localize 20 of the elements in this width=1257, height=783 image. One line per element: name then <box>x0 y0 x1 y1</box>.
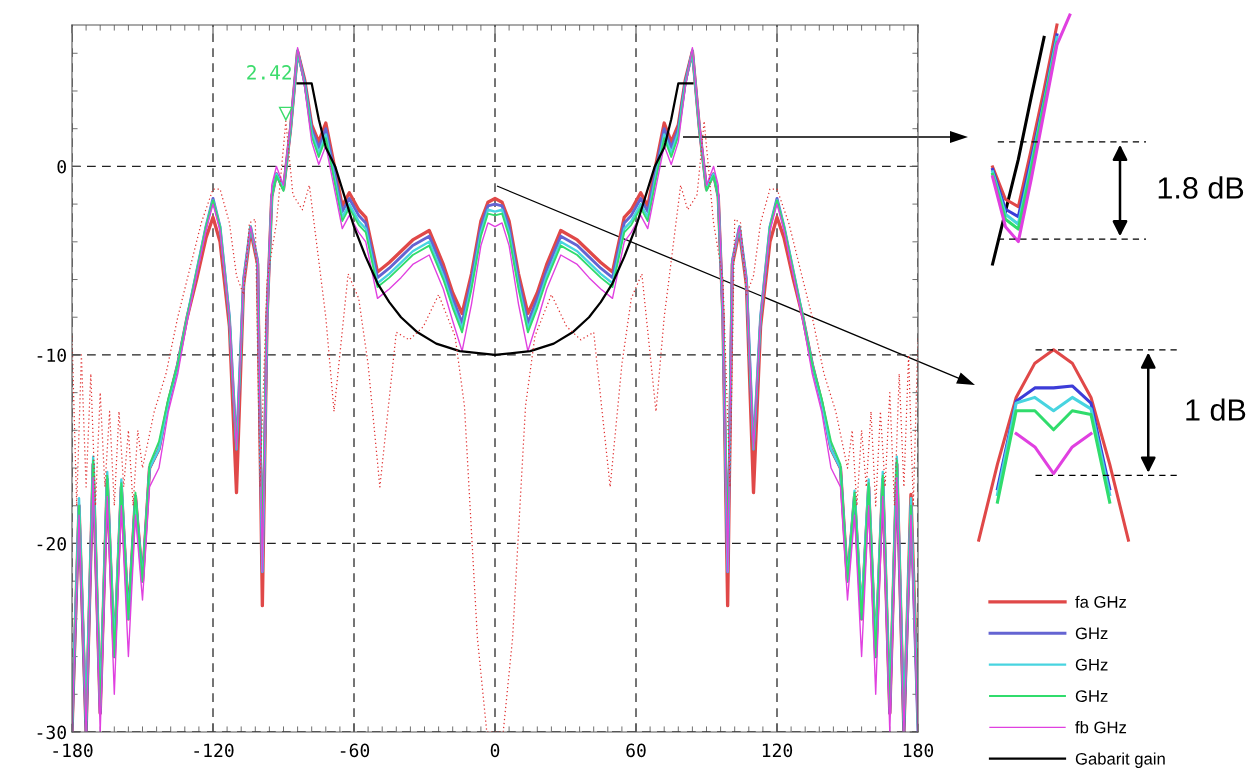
legend-label: GHz <box>1075 690 1108 702</box>
x-tick-label: 0 <box>490 743 500 758</box>
legend-label: fa GHz <box>1075 595 1127 608</box>
x-tick-label: 120 <box>762 743 793 758</box>
x-tick-label: 60 <box>626 743 646 758</box>
y-tick-label: -30 <box>37 725 66 740</box>
y-tick-label: -10 <box>37 348 66 363</box>
x-tick-label: -180 <box>53 743 93 758</box>
y-tick-label: 0 <box>57 159 66 174</box>
legend-label: GHz <box>1075 627 1108 640</box>
x-tick-label: -60 <box>340 743 370 758</box>
x-tick-label: 180 <box>903 743 934 758</box>
legend-label: GHz <box>1075 658 1108 671</box>
text: 1 dB <box>1186 398 1246 421</box>
x-tick-label: -120 <box>194 743 234 758</box>
annotation: 2.42 <box>247 65 291 80</box>
legend-label: Gabarit gain <box>1075 752 1165 768</box>
text: 1.8 dB <box>1158 176 1244 199</box>
y-tick-label: -20 <box>37 536 66 551</box>
legend-label: fb GHz <box>1075 721 1127 734</box>
